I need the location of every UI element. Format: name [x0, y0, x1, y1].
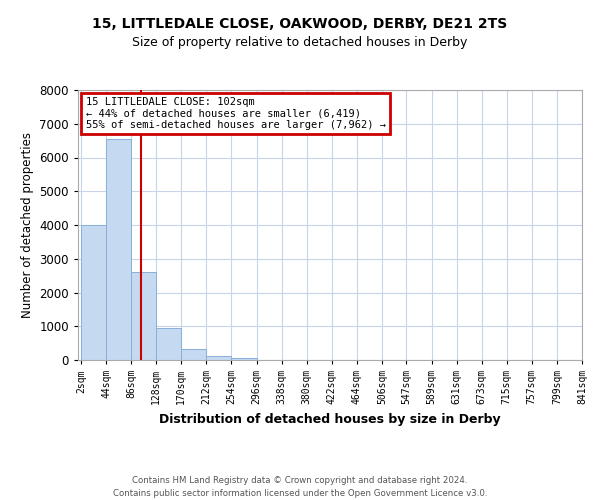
Text: 15 LITTLEDALE CLOSE: 102sqm
← 44% of detached houses are smaller (6,419)
55% of : 15 LITTLEDALE CLOSE: 102sqm ← 44% of det…: [86, 97, 386, 130]
Bar: [206, 356, 232, 360]
Bar: [131, 272, 156, 360]
Bar: [156, 328, 181, 360]
Bar: [232, 358, 257, 360]
X-axis label: Distribution of detached houses by size in Derby: Distribution of detached houses by size …: [159, 412, 501, 426]
Y-axis label: Number of detached properties: Number of detached properties: [21, 132, 34, 318]
Text: 15, LITTLEDALE CLOSE, OAKWOOD, DERBY, DE21 2TS: 15, LITTLEDALE CLOSE, OAKWOOD, DERBY, DE…: [92, 18, 508, 32]
Text: Contains HM Land Registry data © Crown copyright and database right 2024.
Contai: Contains HM Land Registry data © Crown c…: [113, 476, 487, 498]
Bar: [106, 139, 131, 360]
Text: Size of property relative to detached houses in Derby: Size of property relative to detached ho…: [133, 36, 467, 49]
Bar: [81, 225, 106, 360]
Bar: [181, 349, 206, 360]
